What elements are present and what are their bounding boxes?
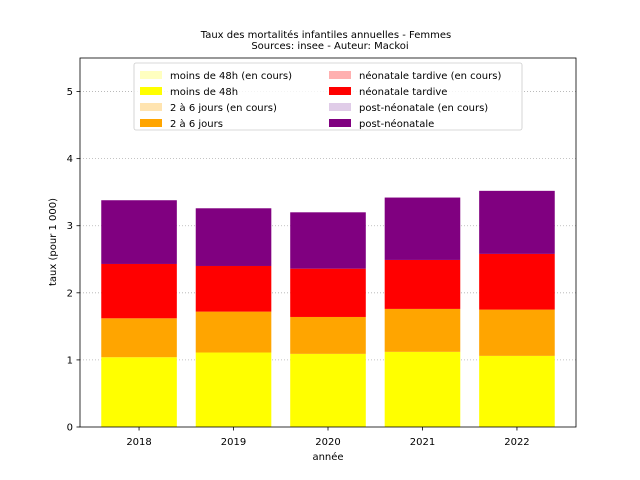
legend-label: moins de 48h (en cours) (170, 71, 292, 82)
legend-label: néonatale tardive (en cours) (359, 70, 501, 82)
legend-label: post-néonatale (359, 118, 434, 130)
bar-segment (384, 308, 461, 352)
bar-segment (195, 352, 272, 427)
legend-label: 2 à 6 jours (170, 118, 223, 130)
bar-segment (101, 357, 177, 427)
bar-segment (195, 311, 272, 353)
legend-swatch (140, 103, 162, 111)
y-tick-label: 5 (67, 87, 73, 98)
bar-segment (101, 318, 177, 358)
y-axis-label: taux (pour 1 000) (48, 198, 59, 286)
legend-swatch (329, 87, 351, 95)
legend-label: moins de 48h (170, 87, 238, 98)
bar-segment (101, 200, 177, 264)
x-tick-label: 2018 (126, 437, 151, 448)
chart-subtitle: Sources: insee - Auteur: Mackoi (251, 41, 408, 52)
x-tick-label: 2020 (315, 437, 340, 448)
bar-segment (195, 265, 272, 312)
bar-segment (195, 208, 272, 266)
y-tick-label: 4 (67, 154, 73, 165)
bar-segment (479, 253, 555, 310)
legend-swatch (140, 119, 162, 127)
bar-segment (384, 259, 461, 309)
bar-segment (479, 355, 555, 427)
legend-swatch (329, 103, 351, 111)
title-group: Taux des mortalités infantiles annuelles… (200, 29, 451, 52)
legend-label: post-néonatale (en cours) (359, 102, 488, 114)
bar-segment (290, 268, 366, 317)
bar-segment (479, 190, 555, 254)
bars (101, 190, 555, 427)
legend: moins de 48h (en cours) moins de 48h 2 à 6… (133, 62, 523, 131)
legend-swatch (140, 71, 162, 79)
bar-segment (290, 353, 366, 427)
chart-title: Taux des mortalités infantiles annuelles… (200, 29, 451, 41)
y-tick-label: 0 (67, 423, 73, 434)
x-axis-label: année (312, 451, 343, 463)
x-tick-label: 2022 (504, 437, 529, 448)
bar-segment (479, 309, 555, 356)
bar-segment (384, 197, 461, 260)
legend-swatch (329, 71, 351, 79)
bar-segment (290, 316, 366, 354)
legend-box (133, 62, 523, 131)
y-tick-label: 1 (67, 355, 73, 366)
bar-segment (290, 212, 366, 269)
legend-label: néonatale tardive (359, 86, 447, 98)
legend-label: 2 à 6 jours (en cours) (170, 102, 277, 114)
legend-swatch (140, 87, 162, 95)
x-tick-label: 2021 (410, 437, 435, 448)
y-tick-label: 3 (67, 221, 73, 232)
y-tick-label: 2 (67, 288, 73, 299)
tick-labels: 0 1 2 3 4 5 2018 2019 2020 2021 2022 (67, 87, 530, 448)
bar-segment (384, 351, 461, 427)
x-tick-label: 2019 (221, 437, 246, 448)
legend-swatch (329, 119, 351, 127)
bar-segment (101, 263, 177, 319)
